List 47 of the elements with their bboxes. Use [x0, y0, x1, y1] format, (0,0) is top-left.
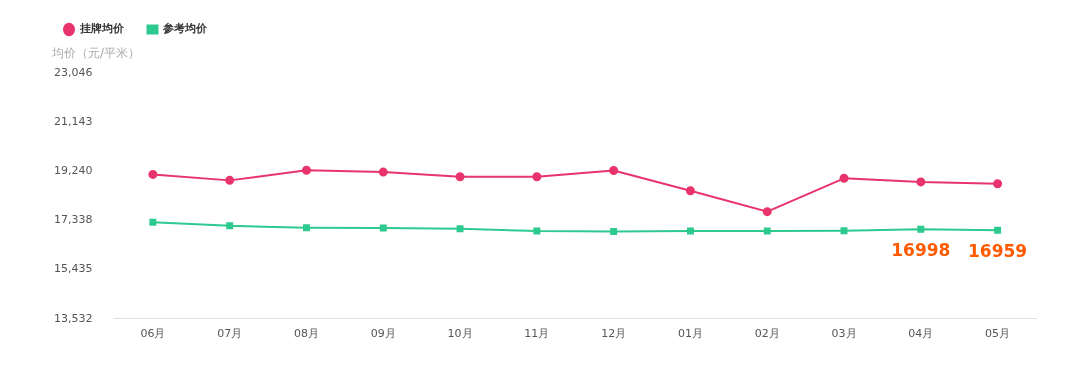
y-tick-label: 17,338: [53, 213, 93, 227]
y-tick-label: 19,240: [53, 164, 93, 178]
point: [379, 224, 387, 232]
x-tick-label: 10月: [447, 327, 473, 341]
point: [456, 225, 464, 233]
point: [839, 173, 849, 183]
point: [917, 225, 925, 233]
x-tick-label: 01月: [677, 327, 703, 341]
y-tick-label: 23,046: [53, 65, 93, 79]
y-tick-label: 21,143: [53, 115, 93, 129]
point: [994, 226, 1002, 234]
x-tick-label: 06月: [140, 327, 166, 341]
point: [685, 186, 695, 196]
y-axis-title: 均价（元/平米）: [51, 46, 141, 60]
point: [686, 227, 694, 235]
point: [303, 224, 310, 232]
point: [840, 227, 848, 235]
point: [148, 169, 158, 179]
x-tick-label: 08月: [293, 327, 319, 341]
data-label: 16998: [891, 240, 951, 261]
point: [609, 166, 619, 176]
point: [532, 172, 542, 182]
x-tick-label: 12月: [601, 327, 627, 341]
x-tick-label: 03月: [831, 327, 857, 341]
data-label: 16959: [968, 241, 1028, 262]
x-tick-label: 04月: [908, 327, 934, 341]
point: [301, 165, 311, 175]
point: [455, 172, 465, 182]
x-tick-label: 09月: [370, 327, 396, 341]
point: [762, 207, 772, 217]
point: [226, 222, 234, 230]
legend-label: 挂牌均价: [78, 22, 125, 36]
point: [149, 218, 157, 226]
x-tick-label: 05月: [985, 327, 1011, 341]
point: [993, 179, 1003, 189]
point: [916, 177, 926, 187]
y-tick-label: 13,532: [53, 311, 93, 325]
legend-label: 参考均价: [162, 22, 208, 36]
x-tick-label: 02月: [754, 327, 780, 341]
point: [610, 228, 618, 235]
x-tick-label: 11月: [524, 327, 550, 341]
point: [225, 175, 235, 185]
point: [378, 167, 388, 177]
point: [763, 227, 771, 235]
x-tick-label: 07月: [217, 327, 243, 341]
y-tick-label: 15,435: [53, 262, 93, 276]
point: [533, 227, 541, 235]
